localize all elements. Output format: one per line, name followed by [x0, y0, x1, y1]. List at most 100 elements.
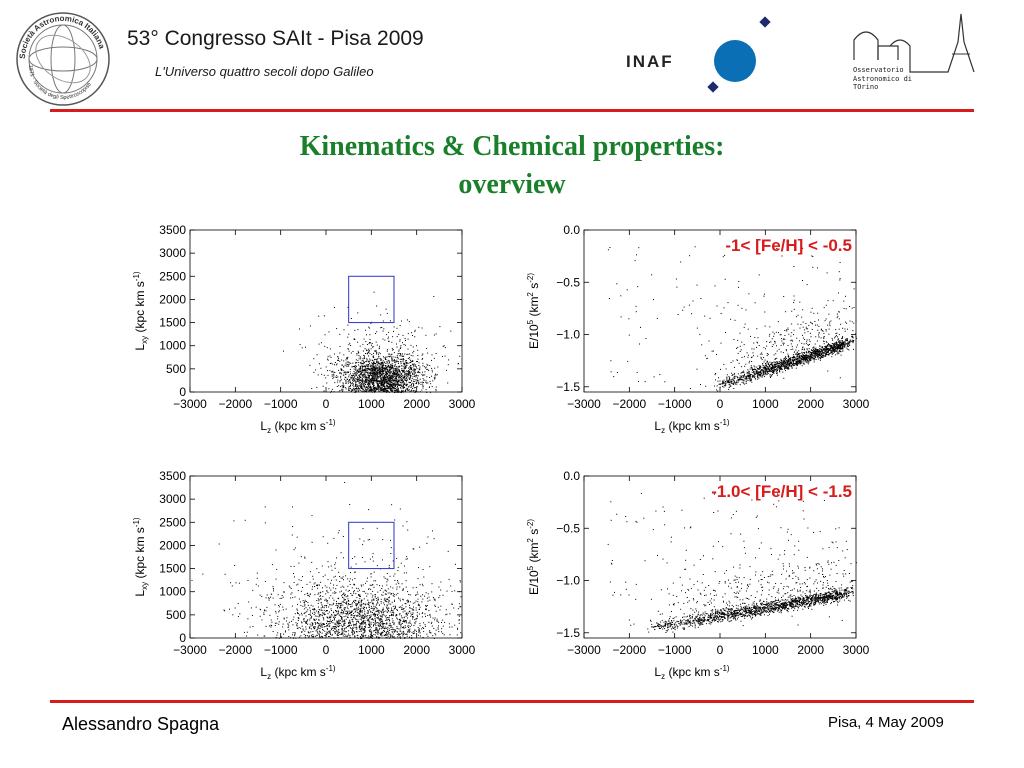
scatter-point [387, 369, 388, 371]
scatter-point [366, 376, 368, 378]
scatter-point [428, 631, 430, 633]
scatter-point [849, 306, 851, 307]
scatter-point [743, 356, 745, 358]
scatter-point [413, 380, 415, 382]
y-tick-label: 1000 [159, 339, 186, 353]
scatter-point [803, 359, 805, 361]
scatter-point [761, 359, 763, 361]
scatter-point [851, 336, 853, 338]
scatter-point [437, 606, 439, 608]
sait-logo-bottom-text: 1871 · Società degli Spettroscopisti [27, 65, 93, 101]
scatter-point [359, 598, 361, 600]
scatter-point [812, 352, 814, 353]
scatter-point [408, 367, 409, 369]
scatter-point [391, 386, 393, 388]
scatter-point [827, 347, 829, 349]
scatter-point [381, 359, 383, 361]
scatter-point [348, 626, 350, 628]
scatter-point [318, 616, 320, 618]
scatter-point [397, 381, 399, 383]
scatter-point [381, 370, 383, 372]
scatter-point [380, 389, 382, 391]
y-tick-label: −0.5 [556, 275, 580, 289]
scatter-point [341, 577, 343, 579]
scatter-point [412, 608, 414, 610]
scatter-point [739, 377, 741, 379]
scatter-point [341, 369, 343, 370]
scatter-point [377, 388, 379, 390]
scatter-point [416, 361, 418, 362]
scatter-point [369, 375, 370, 377]
scatter-point [829, 348, 831, 350]
scatter-point [434, 600, 436, 602]
scatter-point [361, 383, 363, 385]
scatter-point [842, 343, 843, 345]
scatter-point [795, 367, 797, 369]
scatter-point [339, 333, 341, 335]
scatter-point [634, 260, 636, 262]
scatter-point [401, 382, 403, 384]
scatter-point [358, 602, 360, 604]
scatter-point [315, 369, 317, 371]
scatter-point [752, 375, 754, 377]
scatter-point [371, 344, 372, 346]
scatter-point [828, 343, 829, 345]
scatter-point [700, 384, 701, 385]
scatter-point [792, 354, 794, 356]
scatter-point [297, 603, 298, 605]
scatter-point [795, 361, 797, 363]
scatter-point [391, 389, 393, 391]
scatter-point [732, 360, 734, 362]
scatter-point [363, 373, 365, 375]
scatter-point [839, 278, 841, 280]
scatter-point [392, 336, 394, 338]
scatter-point [761, 353, 763, 355]
scatter-point [391, 360, 393, 362]
scatter-point [407, 333, 409, 335]
scatter-point [807, 356, 809, 358]
scatter-point [749, 360, 751, 362]
scatter-point [834, 342, 836, 344]
scatter-point [745, 383, 747, 384]
scatter-point [421, 358, 423, 360]
scatter-point [409, 377, 411, 379]
scatter-point [778, 364, 780, 366]
scatter-point [419, 584, 421, 586]
scatter-point [766, 367, 768, 369]
scatter-point [778, 365, 780, 367]
scatter-point [379, 376, 381, 378]
scatter-point [351, 558, 353, 559]
scatter-point [410, 366, 412, 368]
scatter-point [368, 375, 370, 377]
scatter-point [769, 326, 771, 328]
scatter-point [345, 388, 347, 390]
scatter-point [308, 596, 310, 598]
scatter-point [380, 386, 382, 388]
scatter-point [383, 388, 385, 390]
scatter-point [370, 630, 372, 632]
scatter-point [393, 372, 395, 374]
scatter-point [388, 380, 390, 382]
observatory-icon [853, 13, 975, 73]
scatter-point [816, 340, 818, 342]
scatter-point [403, 370, 404, 372]
scatter-point [750, 335, 751, 337]
scatter-point [362, 368, 364, 370]
scatter-point [766, 364, 768, 366]
scatter-point [357, 388, 359, 390]
scatter-point [391, 386, 393, 388]
scatter-point [785, 359, 787, 360]
scatter-point [845, 340, 847, 342]
scatter-point [373, 378, 375, 380]
scatter-point [376, 360, 377, 362]
scatter-point [370, 390, 372, 392]
scatter-point [399, 385, 401, 386]
scatter-point [825, 354, 827, 356]
scatter-point [840, 347, 841, 349]
scatter-point [356, 374, 358, 376]
scatter-point [385, 382, 387, 384]
scatter-point [366, 617, 368, 619]
scatter-point [788, 359, 790, 361]
scatter-point [810, 353, 812, 355]
scatter-point [378, 386, 380, 388]
